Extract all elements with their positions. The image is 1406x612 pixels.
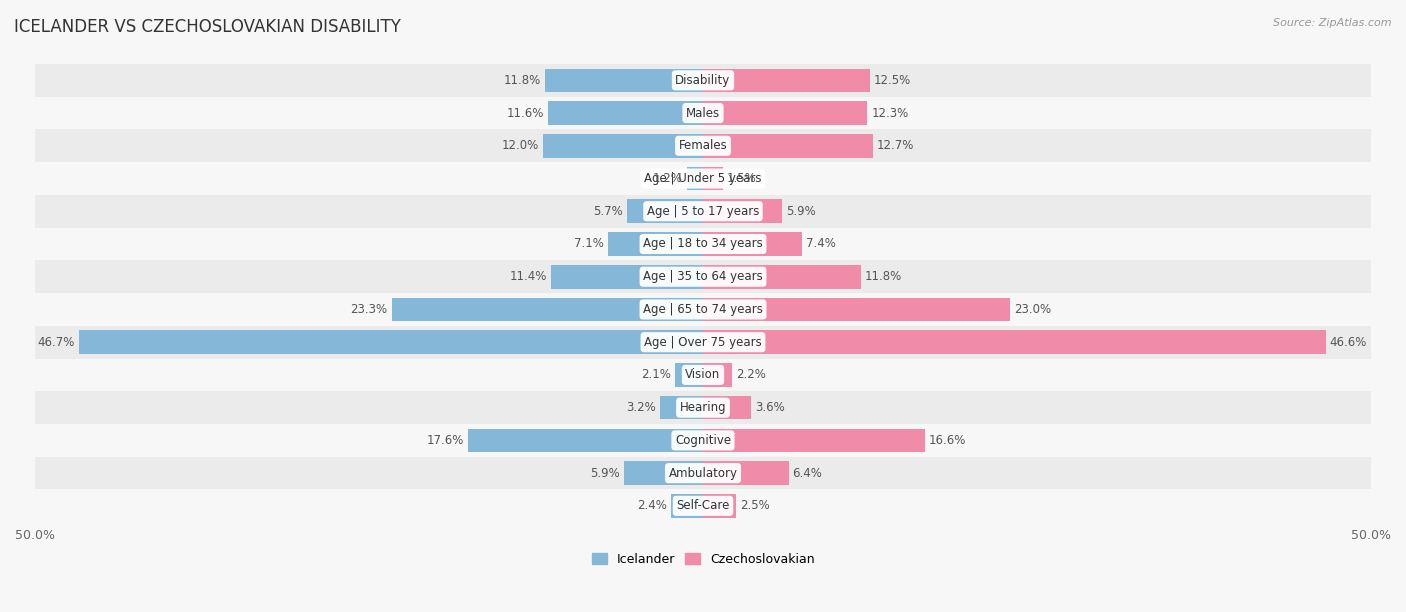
Bar	[546, 69, 703, 92]
Bar	[35, 97, 1371, 129]
Bar	[35, 195, 1371, 228]
Text: 12.5%: 12.5%	[875, 74, 911, 87]
Text: Cognitive: Cognitive	[675, 434, 731, 447]
Bar	[703, 101, 868, 125]
Text: 7.4%: 7.4%	[806, 237, 835, 250]
Text: 1.2%: 1.2%	[652, 172, 683, 185]
Text: 2.4%: 2.4%	[637, 499, 666, 512]
Bar	[35, 424, 1371, 457]
Bar	[35, 228, 1371, 260]
Bar	[551, 265, 703, 288]
Bar	[35, 457, 1371, 490]
Bar	[35, 162, 1371, 195]
Bar	[703, 461, 789, 485]
Text: 46.7%: 46.7%	[38, 336, 75, 349]
Text: 17.6%: 17.6%	[426, 434, 464, 447]
Bar	[35, 129, 1371, 162]
Bar	[688, 166, 703, 190]
Bar	[35, 359, 1371, 391]
Bar	[661, 396, 703, 419]
Text: 2.2%: 2.2%	[737, 368, 766, 381]
Bar	[703, 232, 801, 256]
Text: 3.6%: 3.6%	[755, 401, 785, 414]
Bar	[35, 64, 1371, 97]
Text: 2.1%: 2.1%	[641, 368, 671, 381]
Text: 7.1%: 7.1%	[574, 237, 605, 250]
Bar	[468, 428, 703, 452]
Text: 11.8%: 11.8%	[865, 271, 901, 283]
Text: Age | Under 5 years: Age | Under 5 years	[644, 172, 762, 185]
Bar	[675, 363, 703, 387]
Text: 2.5%: 2.5%	[741, 499, 770, 512]
Bar	[35, 293, 1371, 326]
Legend: Icelander, Czechoslovakian: Icelander, Czechoslovakian	[586, 548, 820, 571]
Bar	[703, 396, 751, 419]
Bar	[543, 134, 703, 157]
Text: Females: Females	[679, 140, 727, 152]
Text: Disability: Disability	[675, 74, 731, 87]
Text: Age | 35 to 64 years: Age | 35 to 64 years	[643, 271, 763, 283]
Text: Source: ZipAtlas.com: Source: ZipAtlas.com	[1274, 18, 1392, 28]
Text: Age | 5 to 17 years: Age | 5 to 17 years	[647, 205, 759, 218]
Bar	[609, 232, 703, 256]
Bar	[703, 494, 737, 518]
Text: Age | 65 to 74 years: Age | 65 to 74 years	[643, 303, 763, 316]
Text: Hearing: Hearing	[679, 401, 727, 414]
Text: 16.6%: 16.6%	[929, 434, 966, 447]
Text: Age | 18 to 34 years: Age | 18 to 34 years	[643, 237, 763, 250]
Text: Males: Males	[686, 106, 720, 119]
Bar	[703, 166, 723, 190]
Text: 46.6%: 46.6%	[1330, 336, 1367, 349]
Text: 11.8%: 11.8%	[505, 74, 541, 87]
Text: 6.4%: 6.4%	[793, 466, 823, 480]
Text: 12.7%: 12.7%	[877, 140, 914, 152]
Text: 23.3%: 23.3%	[350, 303, 388, 316]
Bar	[79, 330, 703, 354]
Text: 3.2%: 3.2%	[627, 401, 657, 414]
Bar	[703, 297, 1011, 321]
Bar	[35, 391, 1371, 424]
Text: 5.7%: 5.7%	[593, 205, 623, 218]
Text: Self-Care: Self-Care	[676, 499, 730, 512]
Bar	[671, 494, 703, 518]
Bar	[392, 297, 703, 321]
Bar	[35, 326, 1371, 359]
Text: 23.0%: 23.0%	[1014, 303, 1052, 316]
Bar	[548, 101, 703, 125]
Text: 5.9%: 5.9%	[786, 205, 815, 218]
Bar	[703, 428, 925, 452]
Text: Vision: Vision	[685, 368, 721, 381]
Bar	[627, 200, 703, 223]
Text: 11.4%: 11.4%	[509, 271, 547, 283]
Bar	[703, 200, 782, 223]
Text: 5.9%: 5.9%	[591, 466, 620, 480]
Bar	[35, 260, 1371, 293]
Text: Ambulatory: Ambulatory	[668, 466, 738, 480]
Bar	[35, 490, 1371, 522]
Bar	[703, 330, 1326, 354]
Bar	[703, 265, 860, 288]
Text: 12.3%: 12.3%	[872, 106, 908, 119]
Bar	[703, 69, 870, 92]
Bar	[624, 461, 703, 485]
Bar	[703, 134, 873, 157]
Text: 1.5%: 1.5%	[727, 172, 756, 185]
Text: Age | Over 75 years: Age | Over 75 years	[644, 336, 762, 349]
Text: 12.0%: 12.0%	[502, 140, 538, 152]
Text: 11.6%: 11.6%	[506, 106, 544, 119]
Text: ICELANDER VS CZECHOSLOVAKIAN DISABILITY: ICELANDER VS CZECHOSLOVAKIAN DISABILITY	[14, 18, 401, 36]
Bar	[703, 363, 733, 387]
